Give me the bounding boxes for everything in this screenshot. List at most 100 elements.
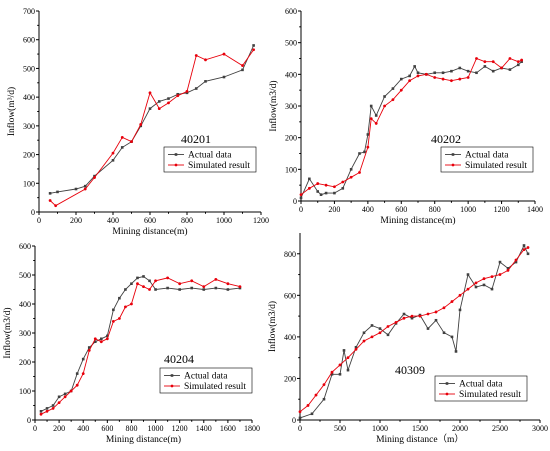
legend-box — [434, 375, 528, 402]
x-tick-label: 1500 — [412, 424, 428, 433]
data-point — [358, 171, 361, 174]
data-point — [93, 176, 96, 179]
y-tick-label: 200 — [284, 374, 296, 383]
data-point — [378, 331, 382, 335]
series-simulated-result — [48, 48, 256, 208]
series-actual-data — [299, 60, 523, 200]
data-point — [354, 345, 358, 349]
data-point — [299, 196, 303, 200]
data-point — [87, 349, 91, 352]
data-point — [83, 184, 87, 188]
series-actual-data — [39, 275, 242, 413]
data-point — [391, 87, 395, 90]
x-tick-label: 1200 — [494, 205, 510, 214]
data-point — [136, 276, 139, 280]
data-point — [190, 279, 194, 283]
x-tick-label: 200 — [328, 205, 340, 214]
data-point — [299, 193, 303, 197]
y-tick-label: 500 — [285, 39, 297, 48]
data-point — [346, 368, 350, 372]
series-line — [300, 61, 522, 198]
legend-label: Simulated result — [465, 161, 527, 171]
data-point — [57, 401, 61, 404]
data-point — [442, 306, 446, 310]
x-axis-label: Mining distance(m) — [106, 434, 181, 445]
data-point — [310, 412, 314, 416]
data-point — [458, 293, 462, 297]
data-point — [202, 288, 206, 291]
y-axis-label: Inflow(m3/d) — [268, 80, 279, 131]
x-tick-label: 2500 — [492, 424, 508, 433]
data-point — [526, 252, 530, 256]
data-point — [408, 79, 412, 83]
x-tick-label: 600 — [395, 205, 407, 214]
legend-label: Simulated result — [184, 382, 246, 392]
data-point — [120, 146, 124, 149]
data-point — [324, 183, 328, 187]
data-point — [374, 114, 378, 117]
x-tick-label: 600 — [144, 216, 156, 225]
data-point — [307, 186, 311, 190]
series-simulated-result — [299, 57, 524, 197]
data-point — [402, 312, 406, 316]
y-tick-label: 300 — [285, 102, 297, 111]
data-point — [148, 288, 151, 291]
data-point — [111, 320, 115, 323]
legend-box — [159, 367, 253, 394]
data-point — [498, 273, 502, 276]
data-point — [75, 372, 79, 375]
data-point — [136, 282, 139, 286]
legend-label: Simulated result — [459, 390, 521, 400]
data-point — [154, 288, 157, 291]
x-tick-label: 3000 — [532, 424, 548, 433]
data-point — [330, 370, 334, 374]
data-point — [416, 74, 420, 78]
data-point — [349, 168, 353, 171]
data-point — [99, 340, 103, 344]
data-point — [369, 104, 373, 108]
x-axis-label: Mining distance(m) — [112, 226, 187, 237]
data-point — [434, 310, 438, 314]
x-tick-label: 1800 — [244, 424, 260, 433]
y-tick-label: 200 — [19, 358, 31, 367]
data-point — [222, 75, 226, 79]
y-tick-label: 600 — [19, 242, 31, 251]
legend-box — [163, 146, 257, 173]
x-tick-label: 800 — [125, 424, 137, 433]
legend-label: Actual data — [459, 380, 503, 390]
data-point — [298, 410, 302, 414]
data-point — [522, 248, 526, 252]
data-point — [69, 389, 73, 393]
data-point — [369, 117, 373, 121]
x-tick-label: 800 — [429, 205, 441, 214]
x-tick-label: 400 — [107, 216, 119, 225]
data-point — [319, 193, 323, 196]
data-point — [176, 94, 180, 98]
data-point — [51, 404, 55, 407]
data-point — [433, 76, 437, 79]
x-tick-label: 0 — [33, 424, 37, 433]
data-point — [112, 308, 115, 312]
data-point — [498, 260, 502, 264]
legend-swatch-marker — [174, 153, 178, 156]
data-point — [226, 288, 230, 291]
data-point — [176, 92, 180, 96]
data-point — [341, 180, 345, 184]
data-point — [450, 69, 453, 73]
data-point — [241, 68, 244, 72]
data-point — [167, 101, 170, 105]
data-point — [81, 372, 85, 375]
x-tick-label: 1400 — [527, 205, 543, 214]
data-point — [413, 65, 416, 68]
data-point — [252, 48, 256, 52]
data-point — [83, 187, 87, 191]
data-point — [490, 275, 494, 279]
data-point — [506, 269, 510, 272]
data-point — [100, 337, 103, 341]
data-point — [75, 383, 79, 387]
data-point — [508, 57, 512, 60]
x-tick-label: 0 — [298, 424, 302, 433]
data-point — [475, 71, 478, 75]
